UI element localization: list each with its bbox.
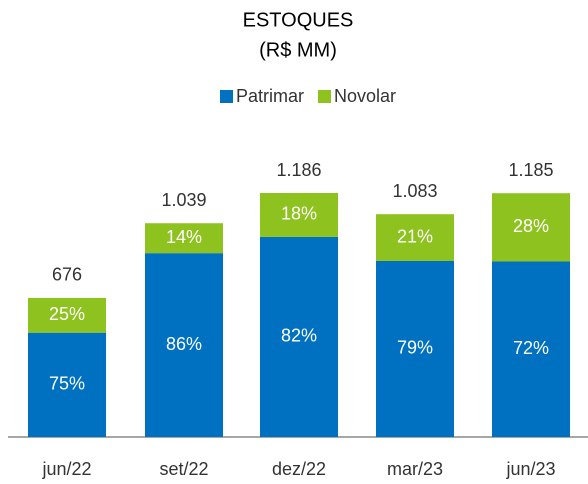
total-label: 1.083 (392, 181, 437, 201)
x-tick-label: dez/22 (272, 459, 326, 479)
x-tick-label: jun/23 (505, 459, 555, 479)
segment-label: 21% (397, 226, 433, 246)
x-tick-label: set/22 (159, 459, 208, 479)
legend-swatch (318, 90, 331, 103)
bar-segment (145, 223, 223, 254)
bar-segment (492, 261, 570, 437)
bar-segment (376, 214, 454, 261)
total-label: 1.039 (161, 190, 206, 210)
segment-label: 28% (513, 216, 549, 236)
chart-subtitle: (R$ MM) (259, 39, 337, 61)
chart-title: ESTOQUES (243, 9, 354, 31)
bar-segment (145, 253, 223, 437)
segment-label: 18% (281, 204, 317, 224)
legend-label: Novolar (334, 86, 396, 106)
total-label: 676 (52, 265, 82, 285)
x-tick-label: jun/22 (41, 459, 91, 479)
total-label: 1.185 (508, 160, 553, 180)
segment-label: 79% (397, 338, 433, 358)
bar-segment (260, 236, 338, 437)
bar-segment (260, 193, 338, 237)
segment-label: 14% (166, 227, 202, 247)
bar-segment (28, 332, 106, 437)
legend-swatch (220, 90, 233, 103)
segment-label: 72% (513, 338, 549, 358)
bar-segment (492, 193, 570, 262)
segment-label: 82% (281, 326, 317, 346)
x-tick-label: mar/23 (387, 459, 443, 479)
segment-label: 86% (166, 334, 202, 354)
legend-label: Patrimar (236, 86, 304, 106)
segment-label: 25% (49, 304, 85, 324)
bar-segment (28, 297, 106, 333)
total-label: 1.186 (276, 160, 321, 180)
segment-label: 75% (49, 374, 85, 394)
bar-segment (376, 260, 454, 437)
